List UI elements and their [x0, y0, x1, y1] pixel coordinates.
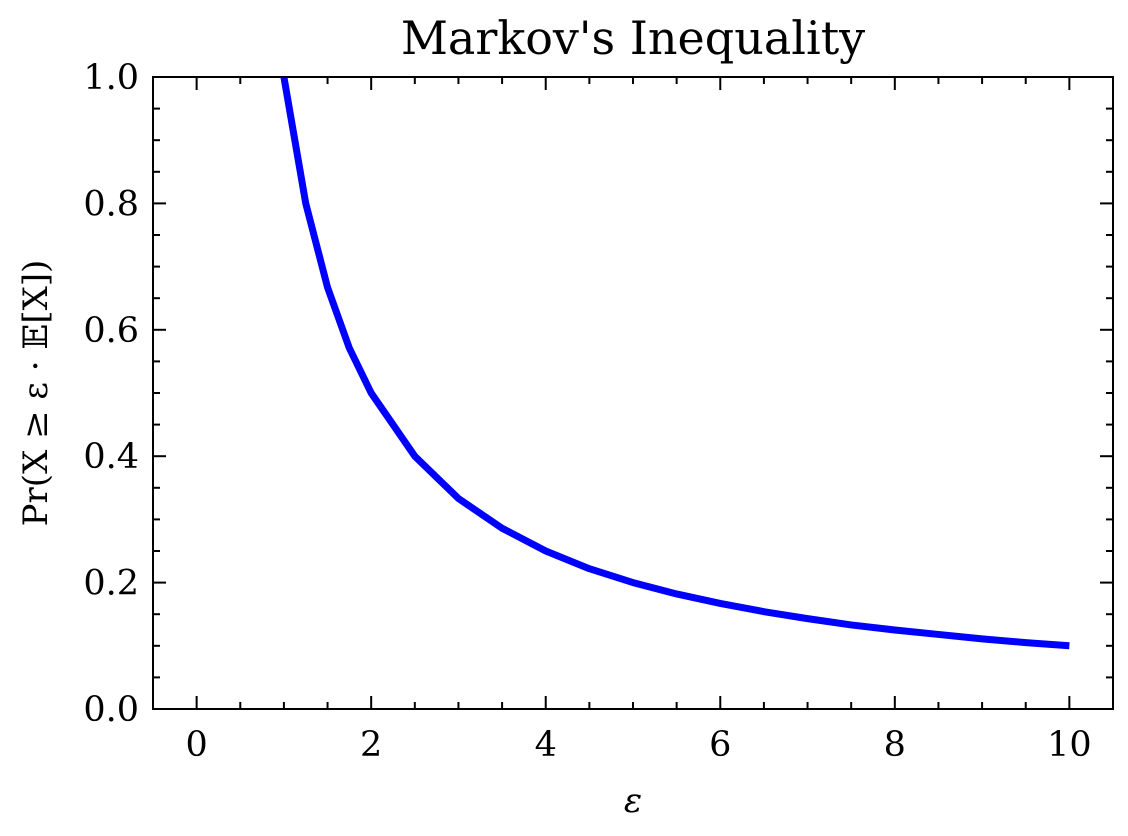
y-tick-label: 0.2 [83, 564, 139, 604]
series-layer [280, 76, 1070, 650]
y-tick-label: 1.0 [83, 58, 139, 98]
tick-labels: 0 2 4 6 8 10 0.0 0.2 0.4 0.6 0.8 1.0 [83, 58, 1091, 765]
y-tick-label: 0.4 [83, 437, 139, 477]
y-axis-label: Pr(X ≥ ε · 𝔼[X]) [16, 260, 56, 527]
plot-frame [152, 76, 1114, 710]
x-axis-label: ε [624, 781, 642, 821]
chart-title: Markov's Inequality [401, 11, 865, 65]
x-tick-label: 2 [360, 725, 382, 765]
plot-area: 0 2 4 6 8 10 0.0 0.2 0.4 0.6 0.8 1.0 [83, 58, 1114, 765]
x-tick-label: 6 [709, 725, 731, 765]
x-tick-label: 0 [185, 725, 207, 765]
x-tick-label: 4 [535, 725, 557, 765]
x-tick-label: 10 [1047, 725, 1092, 765]
y-tick-label: 0.8 [83, 184, 139, 224]
x-tick-label: 8 [884, 725, 906, 765]
series-line [280, 76, 1070, 650]
y-tick-label: 0.6 [83, 311, 139, 351]
y-tick-label: 0.0 [83, 690, 139, 730]
